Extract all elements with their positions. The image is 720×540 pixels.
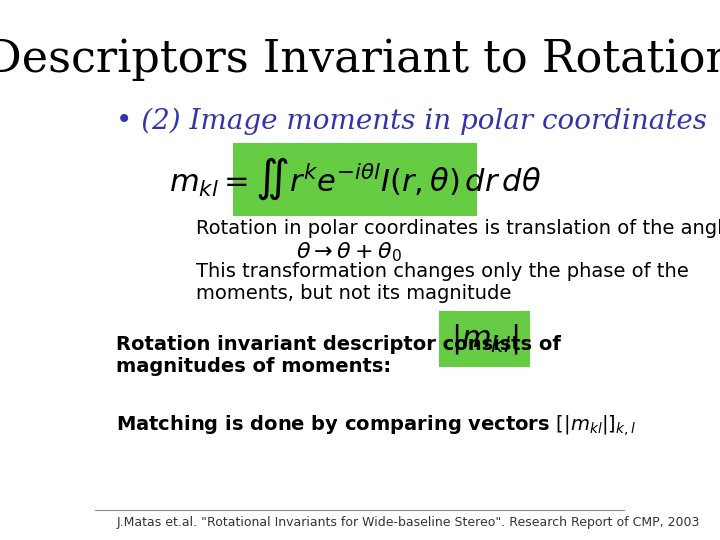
- Text: $|m_{kl}|$: $|m_{kl}|$: [451, 322, 518, 356]
- Text: Rotation in polar coordinates is translation of the angle:: Rotation in polar coordinates is transla…: [196, 219, 720, 238]
- Text: $m_{kl} = \iint r^k e^{-i\theta l} I(r,\theta)\,dr\,d\theta$: $m_{kl} = \iint r^k e^{-i\theta l} I(r,\…: [168, 156, 541, 202]
- Text: This transformation changes only the phase of the
moments, but not its magnitude: This transformation changes only the pha…: [196, 262, 688, 303]
- Text: Rotation invariant descriptor consists of
magnitudes of moments:: Rotation invariant descriptor consists o…: [116, 335, 561, 376]
- FancyBboxPatch shape: [233, 143, 477, 216]
- Text: • (2) Image moments in polar coordinates: • (2) Image moments in polar coordinates: [116, 108, 707, 136]
- FancyBboxPatch shape: [439, 310, 530, 367]
- Text: Matching is done by comparing vectors $[|m_{kl}|]_{k,l}$: Matching is done by comparing vectors $[…: [116, 413, 636, 438]
- Text: $\theta \rightarrow \theta + \theta_0$: $\theta \rightarrow \theta + \theta_0$: [297, 240, 402, 264]
- Text: Descriptors Invariant to Rotation: Descriptors Invariant to Rotation: [0, 38, 720, 81]
- Text: J.Matas et.al. "Rotational Invariants for Wide-baseline Stereo". Research Report: J.Matas et.al. "Rotational Invariants fo…: [116, 516, 700, 529]
